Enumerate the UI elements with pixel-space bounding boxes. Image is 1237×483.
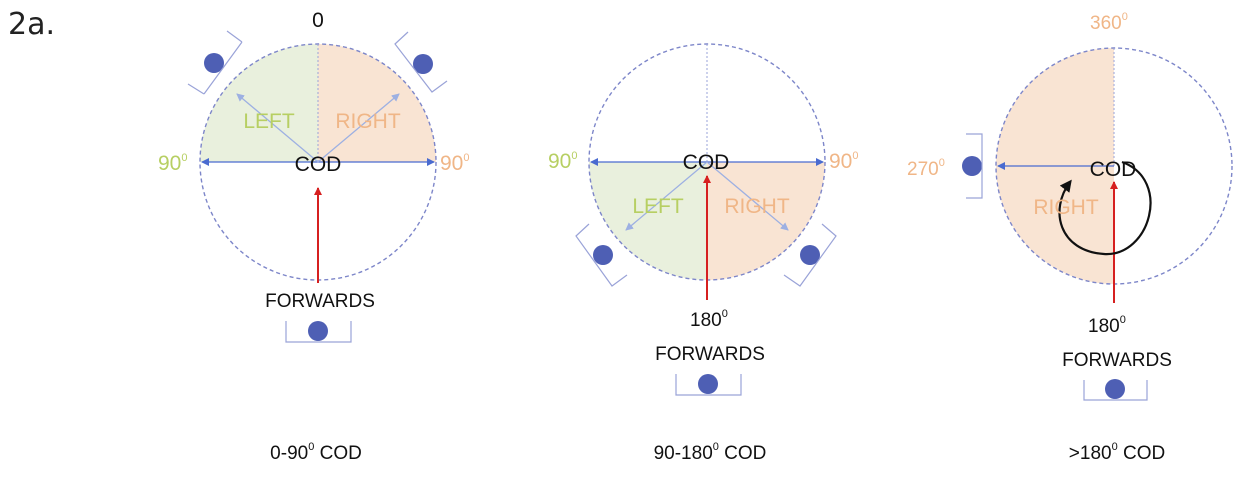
top-angle-degree: 0	[1122, 11, 1128, 23]
right-diagonal-arrow	[317, 93, 400, 163]
bottom-angle-value: 180	[690, 310, 722, 331]
panel-0-90: 0 LEFT RIGHT COD 900 900 FORWARDS 0-900 …	[158, 9, 469, 464]
person-dot	[962, 156, 982, 176]
right-diagonal-arrow	[706, 161, 789, 231]
right-angle-value: 90	[829, 150, 852, 173]
caption-tail: COD	[1118, 443, 1166, 464]
top-angle-label: 3600	[1090, 11, 1128, 34]
forwards-label: FORWARDS	[265, 291, 375, 312]
person-bottom	[1083, 379, 1148, 401]
person-bracket	[394, 31, 448, 93]
top-label: 0	[312, 9, 324, 32]
left-label: LEFT	[632, 195, 684, 218]
person-bracket	[783, 223, 837, 287]
caption-main: 90-180	[654, 443, 713, 464]
rotation-arrow	[1058, 160, 1152, 256]
right-angle-degree: 0	[463, 152, 469, 164]
bottom-angle-degree: 0	[722, 308, 728, 320]
right-angle-degree: 0	[852, 150, 858, 162]
bottom-angle-degree: 0	[1120, 314, 1126, 326]
right-label: RIGHT	[1033, 196, 1099, 219]
figure-label: 2a.	[8, 7, 55, 42]
left-angle-label: 900	[158, 152, 187, 175]
forwards-label: FORWARDS	[1062, 350, 1172, 371]
person-dot	[1105, 379, 1125, 399]
left-angle-label: 2700	[907, 157, 945, 180]
left-angle-degree: 0	[181, 152, 187, 164]
person-left	[962, 133, 983, 199]
person-bracket	[285, 321, 352, 343]
right-angle-value: 90	[440, 152, 463, 175]
left-angle-label: 900	[548, 150, 577, 173]
caption: 0-900 COD	[270, 441, 362, 464]
bottom-angle-label: 1800	[1088, 314, 1126, 337]
top-angle-value: 360	[1090, 13, 1122, 34]
right-angle-label: 900	[829, 150, 858, 173]
person-bracket	[675, 374, 742, 396]
cod-label: COD	[683, 151, 730, 174]
right-label: RIGHT	[335, 110, 401, 133]
person-bottom	[675, 374, 742, 396]
left-angle-value: 270	[907, 159, 939, 180]
person-top-left	[187, 30, 243, 95]
left-diagonal-arrow	[625, 161, 708, 231]
person-dot	[204, 53, 224, 73]
person-dot	[593, 245, 613, 265]
right-sector	[318, 44, 436, 162]
forwards-label: FORWARDS	[655, 344, 765, 365]
caption-degree: 0	[308, 441, 314, 453]
left-angle-degree: 0	[939, 157, 945, 169]
right-sector	[707, 162, 825, 280]
caption-tail: COD	[314, 443, 362, 464]
caption-main: 0-90	[270, 443, 308, 464]
caption: 90-1800 COD	[654, 441, 767, 464]
person-bracket	[966, 133, 983, 199]
caption-degree: 0	[713, 441, 719, 453]
bottom-angle-value: 180	[1088, 316, 1120, 337]
person-dot	[308, 321, 328, 341]
right-label: RIGHT	[724, 195, 790, 218]
cod-label: COD	[1090, 158, 1137, 181]
caption-degree: 0	[1112, 441, 1118, 453]
person-dot	[413, 54, 433, 74]
person-bottom-right	[783, 223, 837, 287]
person-bracket	[575, 223, 628, 287]
person-bottom	[285, 321, 352, 343]
caption-tail: COD	[719, 443, 767, 464]
cod-label: COD	[295, 153, 342, 176]
right-angle-label: 900	[440, 152, 469, 175]
panel-over-180: 3600 2700 COD RIGHT 1800 FORWARDS >1800 …	[907, 11, 1233, 464]
caption: >1800 COD	[1069, 441, 1165, 464]
person-dot	[800, 245, 820, 265]
panel-90-180: COD LEFT RIGHT 900 900 1800 FORWARDS 90-…	[548, 43, 858, 464]
left-sector	[200, 44, 318, 162]
left-sector	[589, 162, 707, 280]
left-label: LEFT	[243, 110, 295, 133]
person-bracket	[1083, 380, 1148, 401]
left-diagonal-arrow	[236, 93, 319, 163]
bottom-angle-label: 1800	[690, 308, 728, 331]
caption-main: >180	[1069, 443, 1112, 464]
person-bracket	[187, 30, 243, 95]
person-top-right	[394, 31, 448, 93]
left-angle-degree: 0	[571, 150, 577, 162]
person-dot	[698, 374, 718, 394]
left-angle-value: 90	[548, 150, 571, 173]
left-angle-value: 90	[158, 152, 181, 175]
person-bottom-left	[575, 223, 628, 287]
